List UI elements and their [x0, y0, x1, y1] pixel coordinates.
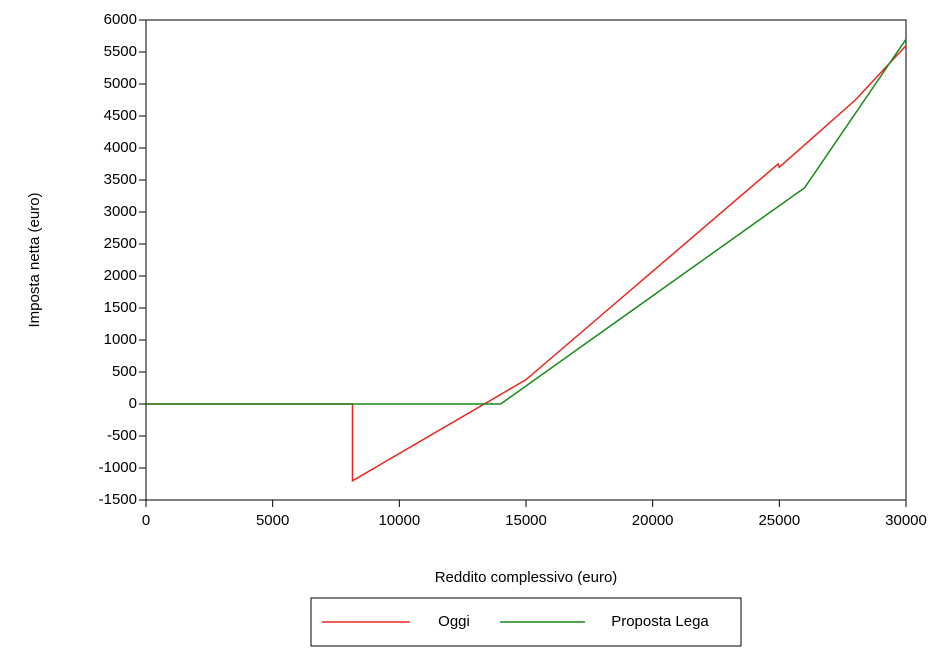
y-tick-label: -1000: [99, 459, 137, 476]
y-tick-label: 6000: [104, 11, 137, 28]
x-tick-label: 30000: [885, 512, 927, 529]
y-tick-label: 5500: [104, 43, 137, 60]
x-tick-label: 10000: [378, 512, 420, 529]
series-line: [146, 45, 907, 483]
x-tick-label: 20000: [632, 512, 674, 529]
x-axis-title: Reddito complessivo (euro): [435, 569, 618, 586]
y-axis-title: Imposta netta (euro): [26, 192, 43, 327]
legend-label: Oggi: [438, 613, 470, 630]
y-tick-label: 1000: [104, 331, 137, 348]
y-tick-label: 3000: [104, 203, 137, 220]
legend-box: [310, 597, 742, 647]
y-tick-label: 1500: [104, 299, 137, 316]
y-tick-label: 4000: [104, 139, 137, 156]
y-tick-label: 2500: [104, 235, 137, 252]
y-tick-label: 3500: [104, 171, 137, 188]
x-tick-label: 5000: [256, 512, 289, 529]
x-tick-label: 15000: [505, 512, 547, 529]
y-tick-label: 5000: [104, 75, 137, 92]
y-tick-label: 2000: [104, 267, 137, 284]
y-tick-label: -1500: [99, 491, 137, 508]
x-tick-label: 25000: [758, 512, 800, 529]
y-tick-label: 0: [129, 395, 137, 412]
x-tick-label: 0: [142, 512, 150, 529]
y-tick-label: 500: [112, 363, 137, 380]
plot-frame: [145, 19, 907, 501]
y-tick-label: -500: [107, 427, 137, 444]
series-line: [146, 38, 907, 405]
y-tick-label: 4500: [104, 107, 137, 124]
legend-label: Proposta Lega: [611, 613, 709, 630]
